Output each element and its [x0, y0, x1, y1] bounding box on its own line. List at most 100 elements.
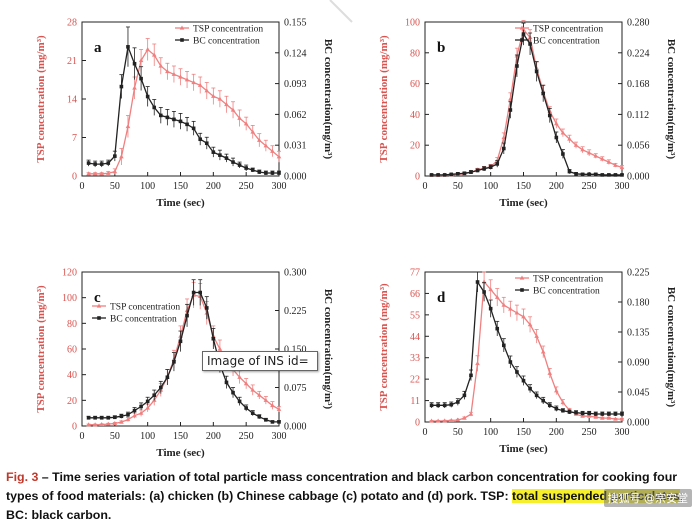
panel-letter: b — [437, 40, 445, 56]
figure-canvas: 0 50 100 150 200 250 300071421280.0000.0310.06… — [35, 0, 677, 460]
tsp-point — [586, 150, 592, 155]
bc-point — [580, 411, 585, 416]
bc-point — [86, 415, 91, 420]
bc-point — [554, 406, 559, 411]
tsp-point — [184, 77, 190, 82]
x-tick-label: 300 — [615, 181, 630, 192]
y-tick-label: 55 — [410, 310, 420, 321]
bc-point — [442, 403, 447, 408]
x-tick-label: 150 — [173, 431, 188, 442]
y2-tick-label: 0.000 — [627, 172, 650, 183]
x-tick-label: 200 — [206, 431, 221, 442]
tsp-point — [197, 82, 203, 87]
bc-point — [126, 412, 130, 417]
tsp-point — [462, 415, 467, 420]
bc-point — [580, 172, 585, 177]
x-tick-label: 50 — [453, 427, 463, 438]
bc-point — [270, 171, 275, 175]
bc-point — [191, 126, 196, 131]
tsp-point — [270, 402, 275, 408]
x-tick-label: 300 — [615, 427, 630, 438]
y-tick-label: 44 — [410, 332, 420, 343]
legend-marker — [97, 316, 101, 320]
tsp-point — [429, 418, 434, 423]
legend-marker — [520, 38, 524, 42]
bc-point — [172, 360, 176, 364]
tsp-point — [105, 421, 111, 426]
x-tick-label: 0 — [80, 181, 85, 192]
bc-point — [547, 403, 552, 408]
y2-tick-label: 0.112 — [627, 110, 649, 121]
tsp-point — [468, 411, 474, 416]
y2-tick-label: 0.031 — [284, 141, 307, 152]
bc-point — [99, 415, 104, 420]
bc-point — [126, 45, 130, 49]
bc-point — [449, 172, 454, 177]
bc-point — [521, 32, 526, 36]
tsp-series — [86, 38, 282, 176]
bc-point — [561, 408, 565, 413]
tsp-point — [250, 129, 256, 134]
y-axis-label: TSP concentration (mg/m³) — [378, 35, 390, 163]
tsp-point — [165, 69, 170, 74]
chart-panel-b: 0 50 100 150 200 250 300 0 20 40 60 80 100 0.000 0.056… — [378, 18, 677, 210]
bc-point — [237, 163, 242, 167]
tsp-point — [230, 107, 236, 112]
bc-point — [218, 153, 222, 157]
chart-panel-c: 0 50 100 150 200 250 300 0 20 40 60 80 100 120 0.000 0.… — [35, 268, 334, 460]
bc-point — [436, 173, 440, 177]
x-tick-label: 250 — [239, 431, 254, 442]
y-tick-label: 22 — [410, 375, 420, 386]
bc-point — [502, 146, 506, 151]
tsp-point — [243, 121, 249, 126]
bc-point — [277, 171, 281, 175]
tsp-point — [573, 142, 579, 147]
tsp-point — [119, 154, 124, 159]
bc-point — [449, 402, 454, 407]
bc-point — [462, 393, 467, 398]
bc-point — [178, 339, 183, 344]
legend-marker — [96, 303, 102, 308]
tsp-point — [86, 171, 91, 176]
bc-point — [224, 156, 229, 160]
x-tick-label: 0 — [80, 431, 85, 442]
tsp-point — [99, 421, 104, 427]
y-tick-label: 33 — [410, 353, 420, 364]
legend-label: BC concentration — [533, 287, 600, 297]
y-tick-label: 100 — [62, 293, 77, 304]
x-tick-label: 300 — [272, 181, 287, 192]
bc-point — [515, 64, 519, 68]
y2-tick-label: 0.075 — [284, 383, 307, 394]
legend-label: TSP concentration — [110, 303, 180, 313]
legend: TSP concentration BC concentration — [175, 25, 263, 47]
tsp-point — [92, 171, 98, 176]
bc-point — [211, 336, 216, 341]
bc-point — [106, 161, 111, 165]
y2-tick-label: 0.224 — [627, 48, 650, 59]
tsp-point — [145, 47, 150, 52]
bc-point — [211, 150, 216, 154]
panel-letter: c — [94, 290, 101, 306]
bc-point — [561, 152, 565, 156]
bc-point — [429, 173, 434, 177]
bc-point — [508, 108, 513, 112]
bc-point — [620, 173, 624, 177]
tsp-point — [475, 361, 480, 366]
legend-marker — [519, 275, 525, 280]
bc-point — [250, 411, 255, 415]
y-tick-label: 20 — [410, 141, 420, 152]
x-tick-label: 100 — [140, 431, 155, 442]
bc-point — [119, 414, 124, 419]
bc-point — [99, 162, 104, 166]
y2-tick-label: 0.045 — [627, 388, 650, 399]
legend-label: TSP concentration — [533, 275, 603, 285]
panel-letter: a — [94, 40, 102, 56]
y-tick-label: 7 — [72, 133, 77, 144]
x-tick-label: 250 — [582, 181, 597, 192]
bc-point — [528, 386, 532, 391]
bc-point — [593, 412, 598, 416]
bc-point — [488, 165, 493, 169]
tsp-point — [560, 130, 566, 135]
bc-series — [429, 22, 624, 177]
tsp-point — [613, 416, 618, 421]
